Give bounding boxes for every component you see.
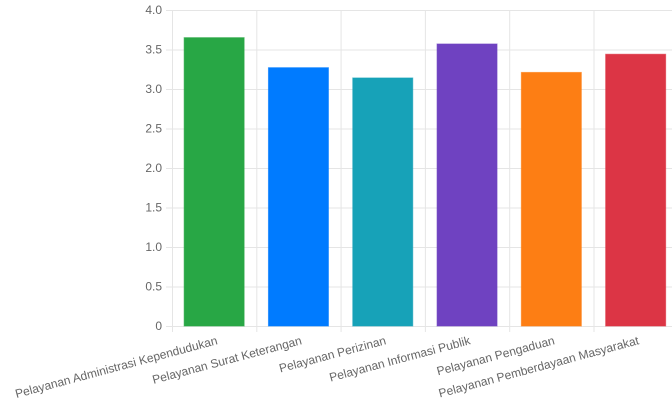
x-tick-label: Pelayanan Surat Keterangan	[151, 333, 303, 386]
y-tick-label: 3.5	[145, 43, 162, 57]
bar	[352, 77, 414, 327]
y-tick-label: 0	[155, 319, 162, 333]
bar	[605, 53, 667, 327]
bar	[183, 37, 245, 327]
y-tick-label: 1.0	[145, 240, 162, 254]
y-tick-label: 3.0	[145, 82, 162, 96]
y-tick-label: 2.0	[145, 161, 162, 175]
bar	[267, 67, 329, 327]
y-tick-label: 0.5	[145, 280, 162, 294]
x-tick-label: Pelayanan Informasi Publik	[328, 333, 473, 384]
bar	[520, 71, 582, 327]
y-tick-label: 4.0	[145, 3, 162, 17]
y-tick-label: 2.5	[145, 122, 162, 136]
bar	[436, 43, 498, 327]
y-tick-label: 1.5	[145, 201, 162, 215]
